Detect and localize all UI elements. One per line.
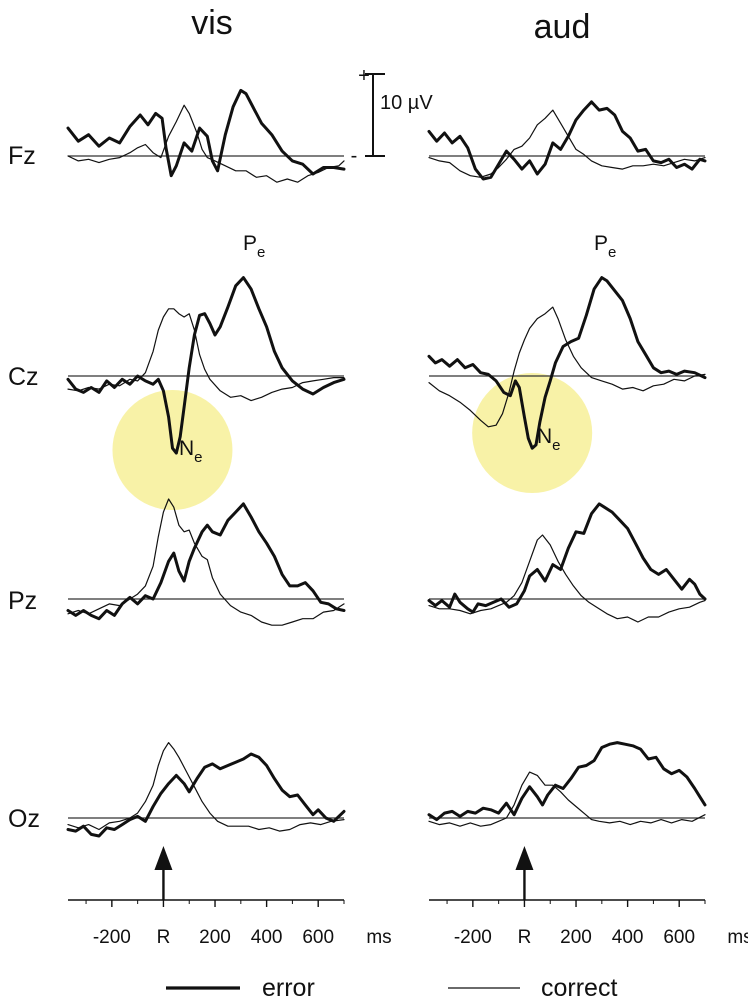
x-tick-label-aud-r: R	[518, 927, 532, 948]
x-tick-label-aud-600: 600	[663, 927, 695, 948]
electrode-label-pz: Pz	[8, 587, 37, 615]
x-tick-label-vis-400: 400	[251, 927, 283, 948]
x-tick-label-aud-400: 400	[612, 927, 644, 948]
trace-correct-vis-fz	[67, 104, 345, 183]
trace-correct-vis-pz	[67, 498, 345, 626]
x-tick-label-vis--200: -200	[93, 927, 131, 948]
trace-error-aud-cz	[427, 276, 707, 450]
x-unit-aud: ms	[727, 927, 748, 948]
x-tick-label-aud--200: -200	[454, 927, 492, 948]
trace-error-aud-oz	[427, 741, 707, 822]
component-label-pe-aud: Pe	[594, 232, 616, 261]
ne-highlight-aud	[472, 373, 593, 493]
scale-bar-label: 10 µV	[380, 92, 433, 114]
trace-correct-vis-cz	[67, 308, 345, 402]
legend-label-error: error	[262, 974, 315, 1002]
electrode-label-oz: Oz	[8, 805, 40, 833]
trace-error-vis-oz	[66, 752, 346, 838]
x-tick-label-aud-200: 200	[560, 927, 592, 948]
column-title-vis: vis	[191, 4, 233, 42]
trace-error-aud-fz	[427, 100, 707, 181]
response-arrow-head-aud	[515, 846, 534, 870]
electrode-label-cz: Cz	[8, 363, 39, 391]
trace-correct-vis-oz	[67, 741, 345, 832]
response-arrow-head-vis	[154, 846, 173, 870]
scale-bar-plus: +	[358, 65, 370, 87]
trace-error-vis-fz	[66, 88, 346, 178]
scale-bar-minus: -	[351, 145, 358, 167]
trace-correct-aud-oz	[428, 771, 706, 827]
x-tick-label-vis-600: 600	[302, 927, 334, 948]
component-label-ne-aud: Ne	[537, 425, 561, 454]
trace-correct-aud-cz	[428, 306, 706, 428]
trace-error-aud-pz	[427, 502, 707, 614]
x-tick-label-vis-200: 200	[199, 927, 231, 948]
component-label-ne-vis: Ne	[179, 437, 203, 466]
column-title-aud: aud	[534, 8, 591, 46]
x-unit-vis: ms	[366, 927, 391, 948]
component-label-pe-vis: Pe	[243, 232, 265, 261]
x-tick-label-vis-r: R	[157, 927, 171, 948]
trace-error-vis-pz	[66, 502, 346, 621]
trace-error-vis-cz	[66, 276, 346, 455]
legend-label-correct: correct	[541, 974, 617, 1002]
electrode-label-fz: Fz	[8, 142, 36, 170]
trace-correct-aud-fz	[428, 109, 706, 178]
